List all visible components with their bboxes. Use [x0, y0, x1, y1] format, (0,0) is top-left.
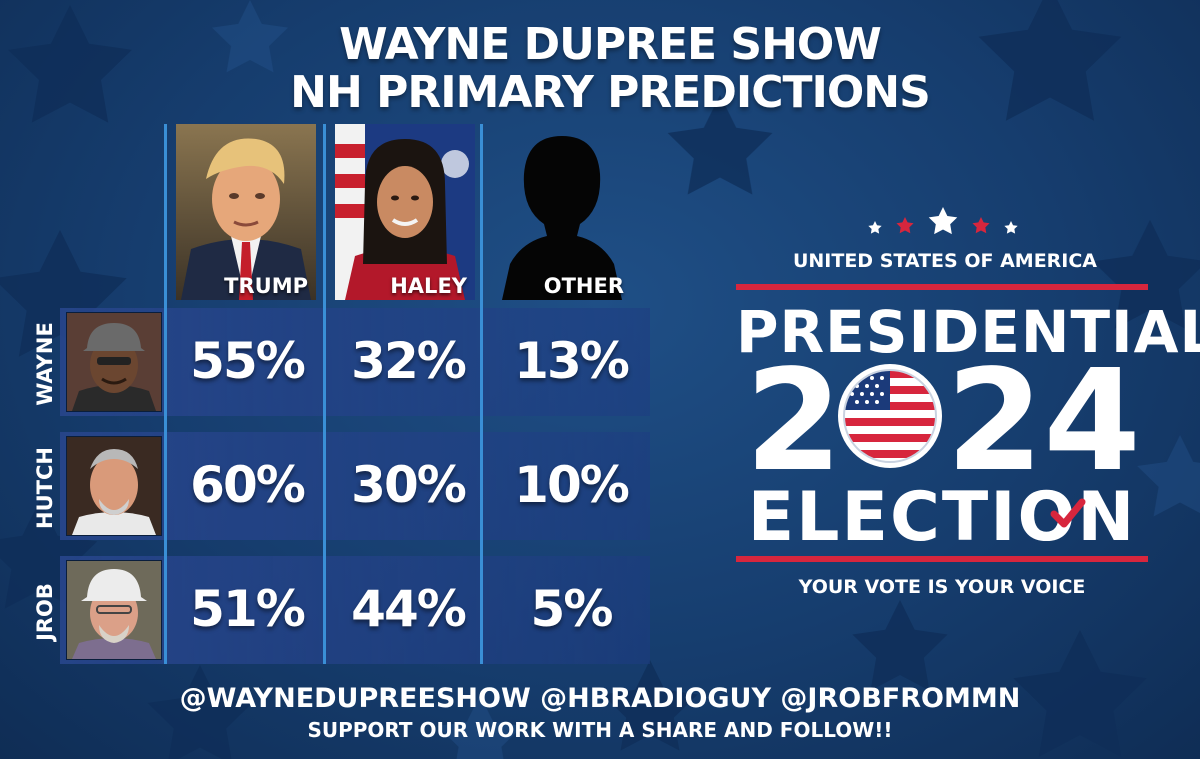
prediction-jrob-trump: 51%	[190, 580, 306, 638]
row-name-jrob: JROB	[33, 583, 57, 641]
support-message: SUPPORT OUR WORK WITH A SHARE AND FOLLOW…	[307, 718, 893, 742]
candidate-name: OTHER	[543, 274, 624, 298]
avatar-hutch	[66, 436, 162, 536]
us-flag-globe-icon	[838, 364, 942, 468]
prediction-hutch-other: 10%	[514, 456, 630, 514]
candidate-trump-header: TRUMP	[176, 124, 316, 300]
logo-year-24: 24	[946, 340, 1141, 503]
prediction-jrob-haley: 44%	[351, 580, 467, 638]
checkmark-icon	[1050, 498, 1086, 528]
logo-year-2: 2	[745, 340, 843, 503]
haley-portrait	[335, 124, 475, 300]
avatar-jrob	[66, 560, 162, 660]
prediction-wayne-other: 13%	[514, 332, 630, 390]
stars-row-icon	[868, 207, 1018, 235]
candidate-other-header: OTHER	[492, 124, 632, 300]
logo-country: UNITED STATES OF AMERICA	[792, 250, 1098, 272]
page-title-line2: NH PRIMARY PREDICTIONS	[290, 67, 931, 118]
candidate-name: HALEY	[390, 274, 467, 298]
prediction-hutch-haley: 30%	[351, 456, 467, 514]
column-divider	[480, 124, 483, 664]
page-title-line1: WAYNE DUPREE SHOW	[339, 19, 882, 70]
logo-presidential: PRESIDENTIAL	[736, 298, 1200, 366]
trump-portrait	[176, 124, 316, 300]
row-name-hutch: HUTCH	[33, 447, 58, 529]
logo-divider-top	[736, 284, 1148, 290]
logo-tagline: YOUR VOTE IS YOUR VOICE	[798, 576, 1086, 598]
silhouette-portrait	[502, 136, 622, 300]
prediction-hutch-trump: 60%	[190, 456, 306, 514]
row-name-wayne: WAYNE	[33, 322, 57, 406]
column-divider	[164, 124, 167, 664]
social-handles: @WAYNEDUPREESHOW @HBRADIOGUY @JROBFROMMN	[179, 683, 1021, 714]
avatar-wayne	[66, 312, 162, 412]
prediction-wayne-haley: 32%	[351, 332, 467, 390]
prediction-wayne-trump: 55%	[190, 332, 306, 390]
logo-divider-bottom	[736, 556, 1148, 562]
prediction-jrob-other: 5%	[530, 580, 614, 638]
column-divider	[323, 124, 326, 664]
candidate-haley-header: HALEY	[335, 124, 475, 300]
candidate-name: TRUMP	[224, 274, 308, 298]
